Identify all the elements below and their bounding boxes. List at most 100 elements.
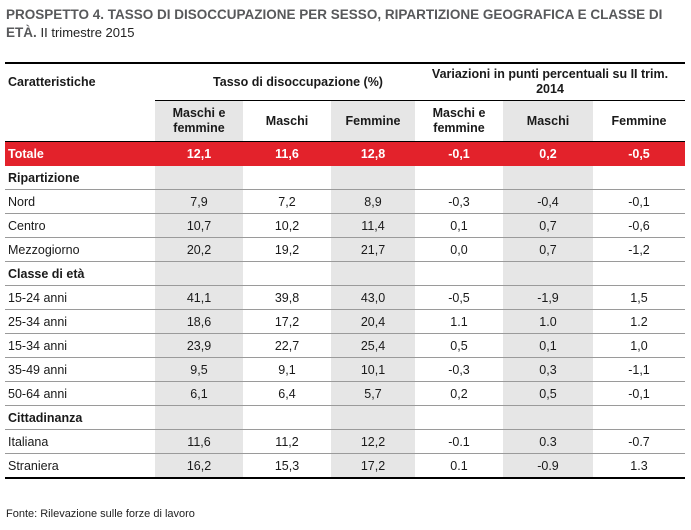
cell: 12,1 bbox=[155, 141, 243, 166]
row-label: 15-24 anni bbox=[5, 285, 155, 310]
cell: -0,1 bbox=[593, 189, 685, 214]
cell: 43,0 bbox=[331, 285, 415, 310]
cell: 7,9 bbox=[155, 189, 243, 214]
row-label: Mezzogiorno bbox=[5, 237, 155, 262]
section-label: Cittadinanza bbox=[5, 405, 155, 430]
header-sub: Femmine bbox=[593, 100, 685, 142]
table-title-main: PROSPETTO 4. TASSO DI DISOCCUPAZIONE PER… bbox=[6, 7, 663, 40]
cell: 41,1 bbox=[155, 285, 243, 310]
cell: 1,0 bbox=[593, 333, 685, 358]
cell: 0,2 bbox=[503, 141, 593, 166]
cell: 25,4 bbox=[331, 333, 415, 358]
unemployment-table: Caratteristiche Tasso di disoccupazione … bbox=[5, 62, 685, 479]
cell: 16,2 bbox=[155, 453, 243, 479]
cell: 1.0 bbox=[503, 309, 593, 334]
cell: -0,1 bbox=[593, 381, 685, 406]
cell: 5,7 bbox=[331, 381, 415, 406]
cell: 23,9 bbox=[155, 333, 243, 358]
cell: -0.9 bbox=[503, 453, 593, 479]
row-label: Centro bbox=[5, 213, 155, 238]
row-label: Italiana bbox=[5, 429, 155, 454]
table-row-total: Totale 12,1 11,6 12,8 -0,1 0,2 -0,5 bbox=[5, 141, 685, 166]
cell: 0,7 bbox=[503, 213, 593, 238]
section-label: Classe di età bbox=[5, 261, 155, 286]
cell: -0,3 bbox=[415, 189, 503, 214]
cell: -0,4 bbox=[503, 189, 593, 214]
header-sub: Femmine bbox=[331, 100, 415, 142]
header-sub: Maschi e femmine bbox=[155, 100, 243, 142]
table-row: Italiana 11,6 11,2 12,2 -0.1 0.3 -0.7 bbox=[5, 429, 685, 454]
table-title-period: II trimestre 2015 bbox=[40, 25, 135, 40]
cell: 17,2 bbox=[243, 309, 331, 334]
row-label: Nord bbox=[5, 189, 155, 214]
cell: 0,1 bbox=[503, 333, 593, 358]
table-title: PROSPETTO 4. TASSO DI DISOCCUPAZIONE PER… bbox=[6, 6, 676, 42]
section-row: Cittadinanza bbox=[5, 405, 685, 430]
cell: 0,0 bbox=[415, 237, 503, 262]
header-sub: Maschi e femmine bbox=[415, 100, 503, 142]
table-row: 15-24 anni 41,1 39,8 43,0 -0,5 -1,9 1,5 bbox=[5, 285, 685, 310]
cell: 12,2 bbox=[331, 429, 415, 454]
cell: 10,2 bbox=[243, 213, 331, 238]
table-row: Straniera 16,2 15,3 17,2 0.1 -0.9 1.3 bbox=[5, 453, 685, 479]
cell: 0,5 bbox=[415, 333, 503, 358]
cell: -0,6 bbox=[593, 213, 685, 238]
header-empty bbox=[5, 100, 155, 142]
cell: 11,2 bbox=[243, 429, 331, 454]
section-row: Classe di età bbox=[5, 261, 685, 286]
cell: 1,5 bbox=[593, 285, 685, 310]
cell: 18,6 bbox=[155, 309, 243, 334]
cell: -0,5 bbox=[415, 285, 503, 310]
cell: 11,6 bbox=[243, 141, 331, 166]
section-row: Ripartizione bbox=[5, 165, 685, 190]
header-row-sub: Maschi e femmine Maschi Femmine Maschi e… bbox=[5, 100, 685, 142]
cell: -0,3 bbox=[415, 357, 503, 382]
table-row: Centro 10,7 10,2 11,4 0,1 0,7 -0,6 bbox=[5, 213, 685, 238]
cell: 39,8 bbox=[243, 285, 331, 310]
header-group-rate: Tasso di disoccupazione (%) bbox=[155, 62, 415, 101]
cell: -0.7 bbox=[593, 429, 685, 454]
cell: 7,2 bbox=[243, 189, 331, 214]
cell: 6,1 bbox=[155, 381, 243, 406]
table-row: Mezzogiorno 20,2 19,2 21,7 0,0 0,7 -1,2 bbox=[5, 237, 685, 262]
cell: 10,1 bbox=[331, 357, 415, 382]
cell: -0,1 bbox=[415, 141, 503, 166]
cell: 21,7 bbox=[331, 237, 415, 262]
row-label: 50-64 anni bbox=[5, 381, 155, 406]
cell: 1.1 bbox=[415, 309, 503, 334]
cell: 19,2 bbox=[243, 237, 331, 262]
header-sub: Maschi bbox=[503, 100, 593, 142]
table-row: 35-49 anni 9,5 9,1 10,1 -0,3 0,3 -1,1 bbox=[5, 357, 685, 382]
cell: 12,8 bbox=[331, 141, 415, 166]
table-row: Nord 7,9 7,2 8,9 -0,3 -0,4 -0,1 bbox=[5, 189, 685, 214]
header-sub: Maschi bbox=[243, 100, 331, 142]
cell: 22,7 bbox=[243, 333, 331, 358]
row-label: 15-34 anni bbox=[5, 333, 155, 358]
cell: 1.3 bbox=[593, 453, 685, 479]
cell: 1.2 bbox=[593, 309, 685, 334]
header-characteristics: Caratteristiche bbox=[5, 62, 155, 101]
cell: -0.1 bbox=[415, 429, 503, 454]
cell: 9,1 bbox=[243, 357, 331, 382]
cell: 15,3 bbox=[243, 453, 331, 479]
cell: 11,6 bbox=[155, 429, 243, 454]
cell: 20,4 bbox=[331, 309, 415, 334]
cell: 0,1 bbox=[415, 213, 503, 238]
cell: 0,5 bbox=[503, 381, 593, 406]
header-row-groups: Caratteristiche Tasso di disoccupazione … bbox=[5, 62, 685, 101]
cell: 0.3 bbox=[503, 429, 593, 454]
cell: 0,7 bbox=[503, 237, 593, 262]
cell: 10,7 bbox=[155, 213, 243, 238]
cell: 9,5 bbox=[155, 357, 243, 382]
row-label: Totale bbox=[5, 141, 155, 166]
table-row: 50-64 anni 6,1 6,4 5,7 0,2 0,5 -0,1 bbox=[5, 381, 685, 406]
cell: -1,2 bbox=[593, 237, 685, 262]
cell: 0,3 bbox=[503, 357, 593, 382]
cell: 0.1 bbox=[415, 453, 503, 479]
row-label: Straniera bbox=[5, 453, 155, 479]
source-note: Fonte: Rilevazione sulle forze di lavoro bbox=[6, 508, 195, 520]
cell: 6,4 bbox=[243, 381, 331, 406]
cell: 0,2 bbox=[415, 381, 503, 406]
table-row: 25-34 anni 18,6 17,2 20,4 1.1 1.0 1.2 bbox=[5, 309, 685, 334]
cell: -1,1 bbox=[593, 357, 685, 382]
